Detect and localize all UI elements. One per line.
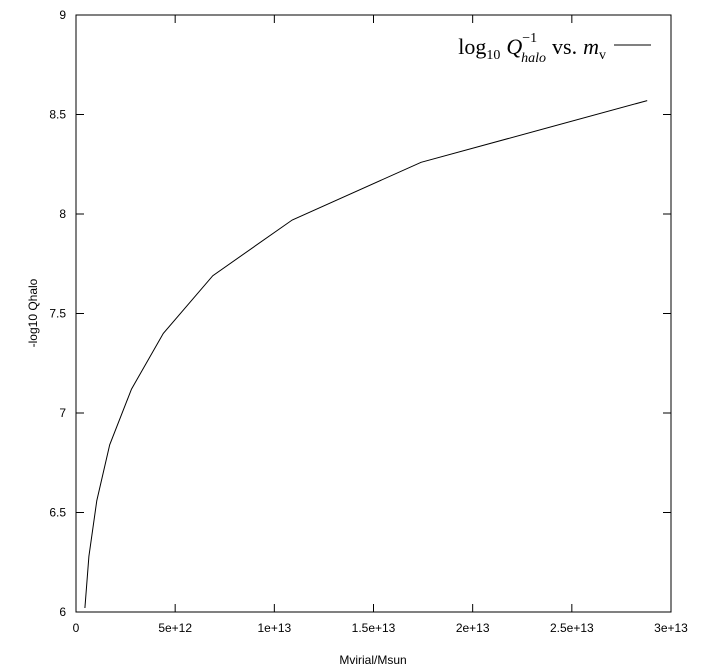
axis-ticks (75, 14, 672, 613)
x-axis-title: Mvirial/Msun (339, 653, 406, 667)
x-tick-label: 2.5e+13 (550, 621, 594, 635)
y-tick-label: 8.5 (49, 108, 66, 122)
y-tick-label: 6 (59, 605, 66, 619)
legend-label: log10 Q−1 halo vs. mv (458, 31, 606, 66)
y-tick-label: 9 (59, 8, 66, 22)
x-tick-label: 3e+13 (654, 621, 688, 635)
y-tick-label: 7.5 (49, 307, 66, 321)
axis-tick-labels: 0 5e+12 1e+13 1.5e+13 2e+13 2.5e+13 3e+13 6 6.5 7… (49, 8, 688, 635)
y-tick-label: 8 (59, 207, 66, 221)
legend: log10 Q−1 halo vs. mv (458, 31, 651, 66)
plot-frame (75, 14, 672, 613)
x-tick-label: 0 (73, 621, 80, 635)
y-tick-label: 6.5 (49, 506, 66, 520)
x-tick-label: 1e+13 (257, 621, 291, 635)
x-tick-label: 5e+12 (158, 621, 192, 635)
x-tick-label: 1.5e+13 (352, 621, 396, 635)
y-tick-label: 7 (59, 406, 66, 420)
series-line (84, 100, 648, 609)
y-axis-title: -log10 Qhalo (26, 278, 40, 347)
x-tick-label: 2e+13 (456, 621, 490, 635)
